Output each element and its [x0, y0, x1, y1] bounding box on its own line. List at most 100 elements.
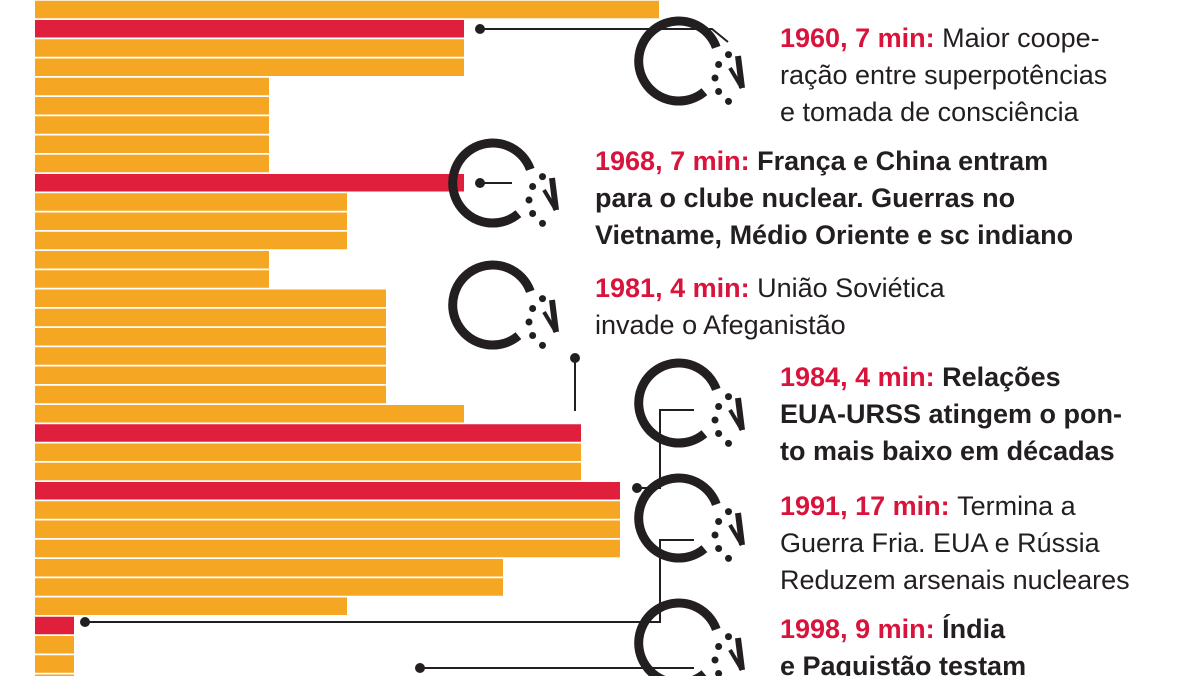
connector-dot [475, 24, 485, 34]
annotation-line: 1991, 17 min: Termina a [780, 491, 1077, 521]
bar [35, 655, 74, 673]
bar [35, 289, 386, 307]
clock-rim [448, 260, 535, 350]
annotation-text: e tomada de consciência [780, 97, 1080, 127]
connector-dot [475, 178, 485, 188]
clock-dot [715, 88, 723, 95]
clock-dot [539, 341, 546, 349]
clock-dot [529, 332, 537, 339]
clock-dot [725, 508, 732, 516]
bar [35, 0, 659, 19]
annotation-line: Guerra Fria. EUA e Rússia [780, 528, 1101, 558]
bar [35, 174, 464, 192]
clock-dot [529, 183, 537, 190]
annotation-text: invade o Afeganistão [595, 310, 846, 340]
bar [35, 212, 347, 230]
clock-dot [529, 210, 537, 217]
clock-rim [634, 358, 721, 448]
clock-dot [715, 61, 723, 68]
bar [35, 520, 620, 538]
clock-dot [715, 670, 723, 676]
clock-rim [448, 138, 535, 228]
bar [35, 578, 503, 596]
clock-hand [735, 637, 745, 671]
clock-icon [634, 473, 745, 563]
annotation-line: EUA-URSS atingem o pon- [780, 399, 1122, 429]
bar [35, 501, 620, 519]
annotation-line: Vietname, Médio Oriente e sc indiano [595, 220, 1073, 250]
annotation-text: Índia [942, 613, 1006, 644]
bar [35, 405, 464, 423]
annotation-line: e tomada de consciência [780, 97, 1080, 127]
connector-dot [80, 617, 90, 627]
annotation-line: invade o Afeganistão [595, 310, 846, 340]
annotation-line: to mais baixo em décadas [780, 436, 1115, 466]
connector-dot [632, 483, 642, 493]
clock-dot [539, 219, 546, 227]
clock-dot [715, 545, 723, 552]
bar [35, 385, 386, 404]
bar [35, 443, 581, 461]
clock-rim [634, 16, 721, 106]
annotation-text: União Soviética [757, 273, 946, 303]
bar [35, 77, 269, 96]
clock-rim [634, 598, 721, 676]
clock-dot [525, 196, 533, 204]
annotation-line: 1968, 7 min: França e China entram [595, 146, 1048, 176]
annotation-year: 1984, 4 min: [780, 362, 935, 392]
clock-dot [715, 403, 723, 410]
clock-icon [634, 598, 745, 676]
clock-dot [711, 416, 719, 424]
bar [35, 366, 386, 384]
annotation-text: Reduzem arsenais nucleares [780, 565, 1130, 595]
annotation-text: Guerra Fria. EUA e Rússia [780, 528, 1101, 558]
annotation-line: ração entre superpotências [780, 60, 1107, 90]
bar [35, 674, 74, 676]
bar [35, 616, 74, 635]
clock-hand [549, 177, 559, 211]
connector-dot [570, 353, 580, 363]
clock-hand [735, 512, 745, 546]
clock-icon [448, 138, 559, 228]
bar [35, 462, 581, 481]
clock-hand [735, 55, 745, 89]
connector-line [85, 539, 694, 623]
bar [35, 154, 269, 173]
annotation-text: Maior coope- [942, 23, 1100, 53]
clock-dot [715, 643, 723, 650]
annotation-text: EUA-URSS atingem o pon- [780, 399, 1122, 429]
bar [35, 135, 269, 153]
clock-dot [725, 51, 732, 59]
annotation-year: 1998, 9 min: [780, 614, 935, 644]
clock-hand [735, 397, 745, 431]
bar [35, 424, 581, 442]
clock-dot [725, 393, 732, 401]
annotation-line: 1981, 4 min: União Soviética [595, 273, 946, 303]
clock-dot [725, 439, 732, 447]
annotation-year: 1960, 7 min: [780, 23, 935, 53]
bar [35, 193, 347, 211]
clock-hand [728, 66, 744, 90]
annotation-year: 1968, 7 min: [595, 146, 750, 176]
clock-icon [448, 260, 559, 350]
clock-icon [634, 16, 745, 106]
bar [35, 328, 386, 346]
bar [35, 231, 347, 250]
clock-hand [728, 408, 744, 432]
bar [35, 97, 269, 115]
bar [35, 308, 386, 327]
annotation-line: e Paquistão testam [780, 651, 1026, 676]
annotation-text: Relações [942, 362, 1061, 392]
clock-dot [711, 531, 719, 539]
clock-dot [711, 656, 719, 664]
bar [35, 636, 74, 654]
annotation-line: Reduzem arsenais nucleares [780, 565, 1130, 595]
clock-hand [728, 648, 744, 672]
annotation-year: 1991, 17 min: [780, 491, 950, 521]
annotation-line: 1960, 7 min: Maior coope- [780, 23, 1100, 53]
clock-dot [725, 554, 732, 562]
bar [35, 39, 464, 57]
annotation-line: 1984, 4 min: Relações [780, 362, 1061, 392]
clock-dot [725, 97, 732, 105]
